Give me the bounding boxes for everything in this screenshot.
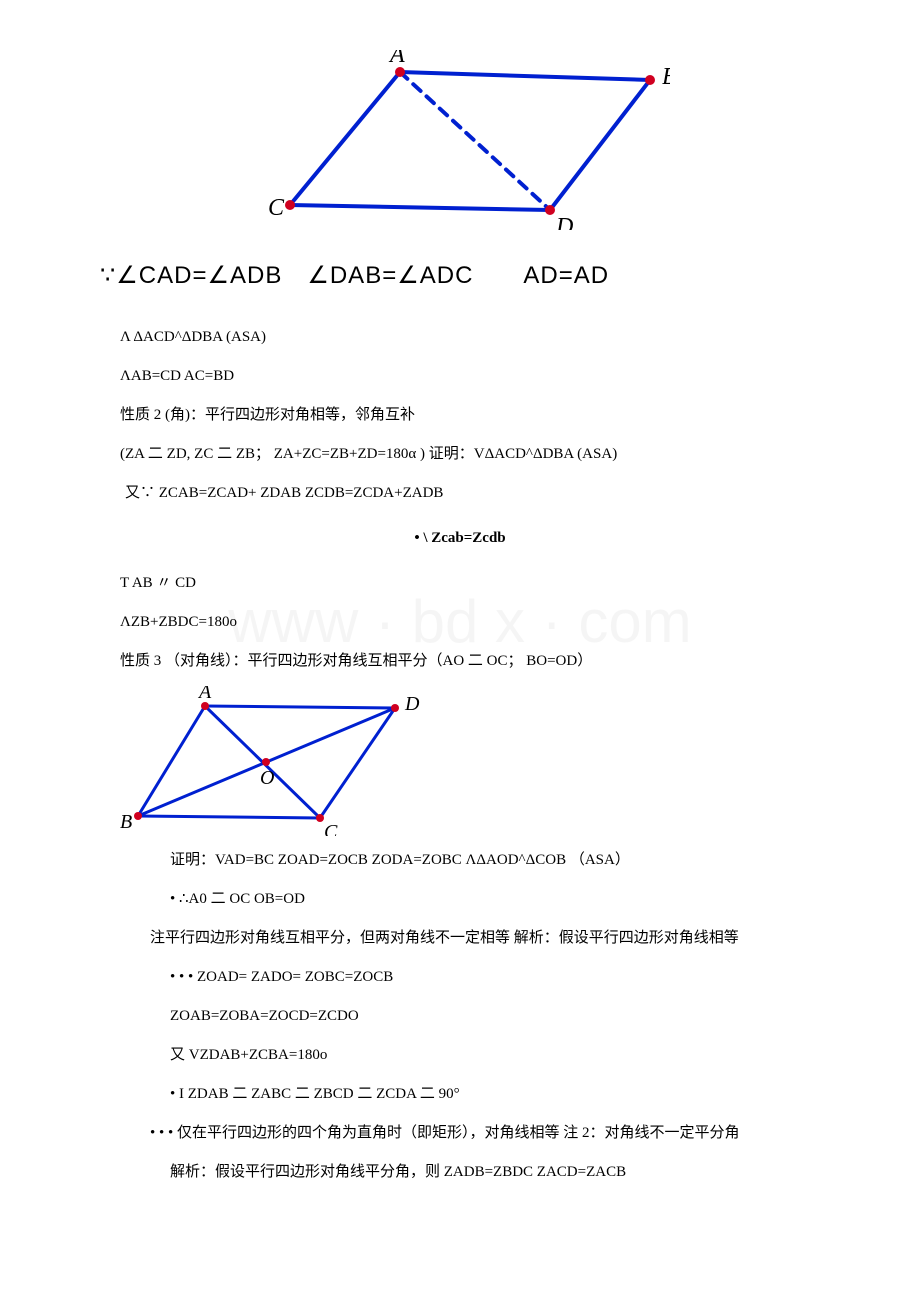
svg-text:C: C (268, 195, 285, 221)
svg-text:B: B (120, 811, 132, 833)
proof-line-18: 解析：假设平行四边形对角线平分角，则 ZADB=ZBDC ZACD=ZACB (140, 1156, 860, 1189)
proof-line-16: • I ZDAB 二 ZABC 二 ZBCD 二 ZCDA 二 90° (140, 1078, 860, 1111)
svg-text:O: O (260, 767, 274, 789)
center-equation: • \ Zcab=Zcdb (60, 522, 860, 555)
proof-line-1: Λ ΔACD^ΔDBA (ASA) (120, 321, 860, 354)
proof-line-14: ZOAB=ZOBA=ZOCD=ZCDO (140, 1000, 860, 1033)
proof-line-11: • ∴A0 二 OC OB=OD (140, 883, 860, 916)
proof-line-13: • • • ZOAD= ZADO= ZOBC=ZOCB (140, 961, 860, 994)
parallelogram-figure-1: A B C D (250, 50, 670, 230)
svg-text:B: B (662, 64, 670, 90)
svg-text:D: D (555, 214, 573, 230)
svg-text:A: A (197, 686, 212, 703)
property-3-heading: 性质 3 （对角线）：平行四边形对角线互相平分（AO 二 OC； BO=OD） (120, 645, 860, 678)
proof-line-8: ΛZB+ZBDC=180o (120, 606, 860, 639)
note-line-17: • • • 仅在平行四边形的四个角为直角时（即矩形），对角线相等 注 2：对角线… (120, 1117, 860, 1150)
property-2-heading: 性质 2 (角)：平行四边形对角相等，邻角互补 (120, 399, 860, 432)
proof-line-15: 又 VZDAB+ZCBA=180o (140, 1039, 860, 1072)
angle-equation-line: ∵∠CAD=∠ADB ∠DAB=∠ADC AD=AD (100, 250, 860, 303)
note-line-12: 注平行四边形对角线互相平分，但两对角线不一定相等 解析：假设平行四边形对角线相等 (120, 922, 860, 955)
svg-text:C: C (324, 821, 338, 836)
proof-line-7: T AB 〃 CD (120, 567, 860, 600)
proof-line-2: ΛAB=CD AC=BD (120, 360, 860, 393)
property-2-statement: (ZA 二 ZD, ZC 二 ZB； ZA+ZC=ZB+ZD=180α ) 证明… (120, 438, 860, 471)
svg-text:D: D (404, 693, 420, 715)
svg-text:A: A (388, 50, 405, 68)
proof-line-10: 证明：VAD=BC ZOAD=ZOCB ZODA=ZOBC ΛΔAOD^ΔCOB… (140, 844, 860, 877)
parallelogram-figure-2: A B C D O (120, 686, 420, 836)
proof-line-5: 又∵ ZCAB=ZCAD+ ZDAB ZCDB=ZCDA+ZADB (125, 477, 860, 510)
